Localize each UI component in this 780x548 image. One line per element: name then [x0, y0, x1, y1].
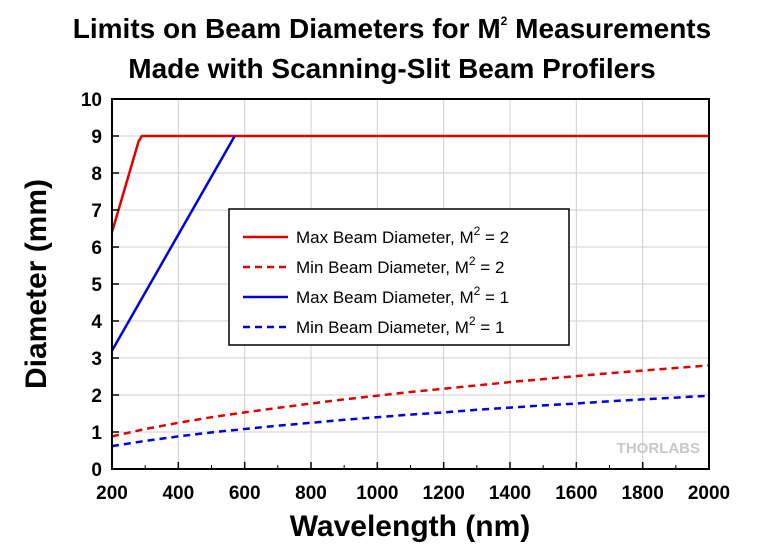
x-tick-labels: 200 400 600 800 1000 1200 1400 1600 1800 2000	[96, 483, 730, 504]
series-line-3	[110, 135, 236, 352]
y-tick-label: 0	[91, 460, 102, 481]
series-line-1	[110, 134, 709, 233]
y-tick-label: 4	[91, 312, 102, 333]
thorlabs-watermark: THORLABS	[617, 440, 700, 457]
y-tick-label: 8	[91, 164, 102, 185]
legend-label-4: Min Beam Diameter, M2 = 1	[296, 314, 504, 337]
y-tick-label: 7	[91, 201, 102, 222]
x-axis-title: Wavelength (nm)	[290, 510, 531, 543]
legend-label-2: Min Beam Diameter, M2 = 2	[296, 254, 504, 277]
x-tick-label: 1600	[555, 483, 597, 504]
series-line-2	[111, 364, 710, 438]
y-tick-label: 5	[91, 275, 102, 296]
tick-marks	[111, 98, 710, 470]
chart-title-line2: Made with Scanning-Slit Beam Profilers	[128, 53, 655, 84]
y-tick-label: 6	[91, 238, 102, 259]
chart-title-line1: Limits on Beam Diameters for M2 Measurem…	[73, 13, 711, 44]
legend-label-1: Max Beam Diameter, M2 = 2	[296, 224, 509, 247]
x-tick-label: 1000	[356, 483, 398, 504]
series-line-4	[111, 394, 710, 448]
legend-label-3: Max Beam Diameter, M2 = 1	[296, 284, 509, 307]
x-tick-label: 1800	[622, 483, 664, 504]
y-tick-label: 3	[91, 349, 102, 370]
x-tick-label: 600	[229, 483, 261, 504]
y-tick-label: 1	[91, 423, 102, 444]
y-tick-label: 9	[91, 127, 102, 148]
x-tick-label: 800	[295, 483, 327, 504]
x-tick-label: 1200	[423, 483, 465, 504]
y-tick-labels: 0 1 2 3 4 5 6 7 8 9 10	[81, 90, 103, 481]
x-tick-label: 2000	[688, 483, 730, 504]
legend-box	[228, 208, 570, 346]
series-group	[110, 134, 710, 448]
x-tick-label: 400	[162, 483, 194, 504]
legend: Max Beam Diameter, M2 = 2 Min Beam Diamet…	[228, 208, 570, 346]
x-tick-label: 200	[96, 483, 128, 504]
y-tick-label: 2	[91, 386, 102, 407]
y-tick-label: 10	[81, 90, 102, 111]
y-axis-title: Diameter (mm)	[20, 179, 53, 389]
x-tick-label: 1400	[489, 483, 531, 504]
